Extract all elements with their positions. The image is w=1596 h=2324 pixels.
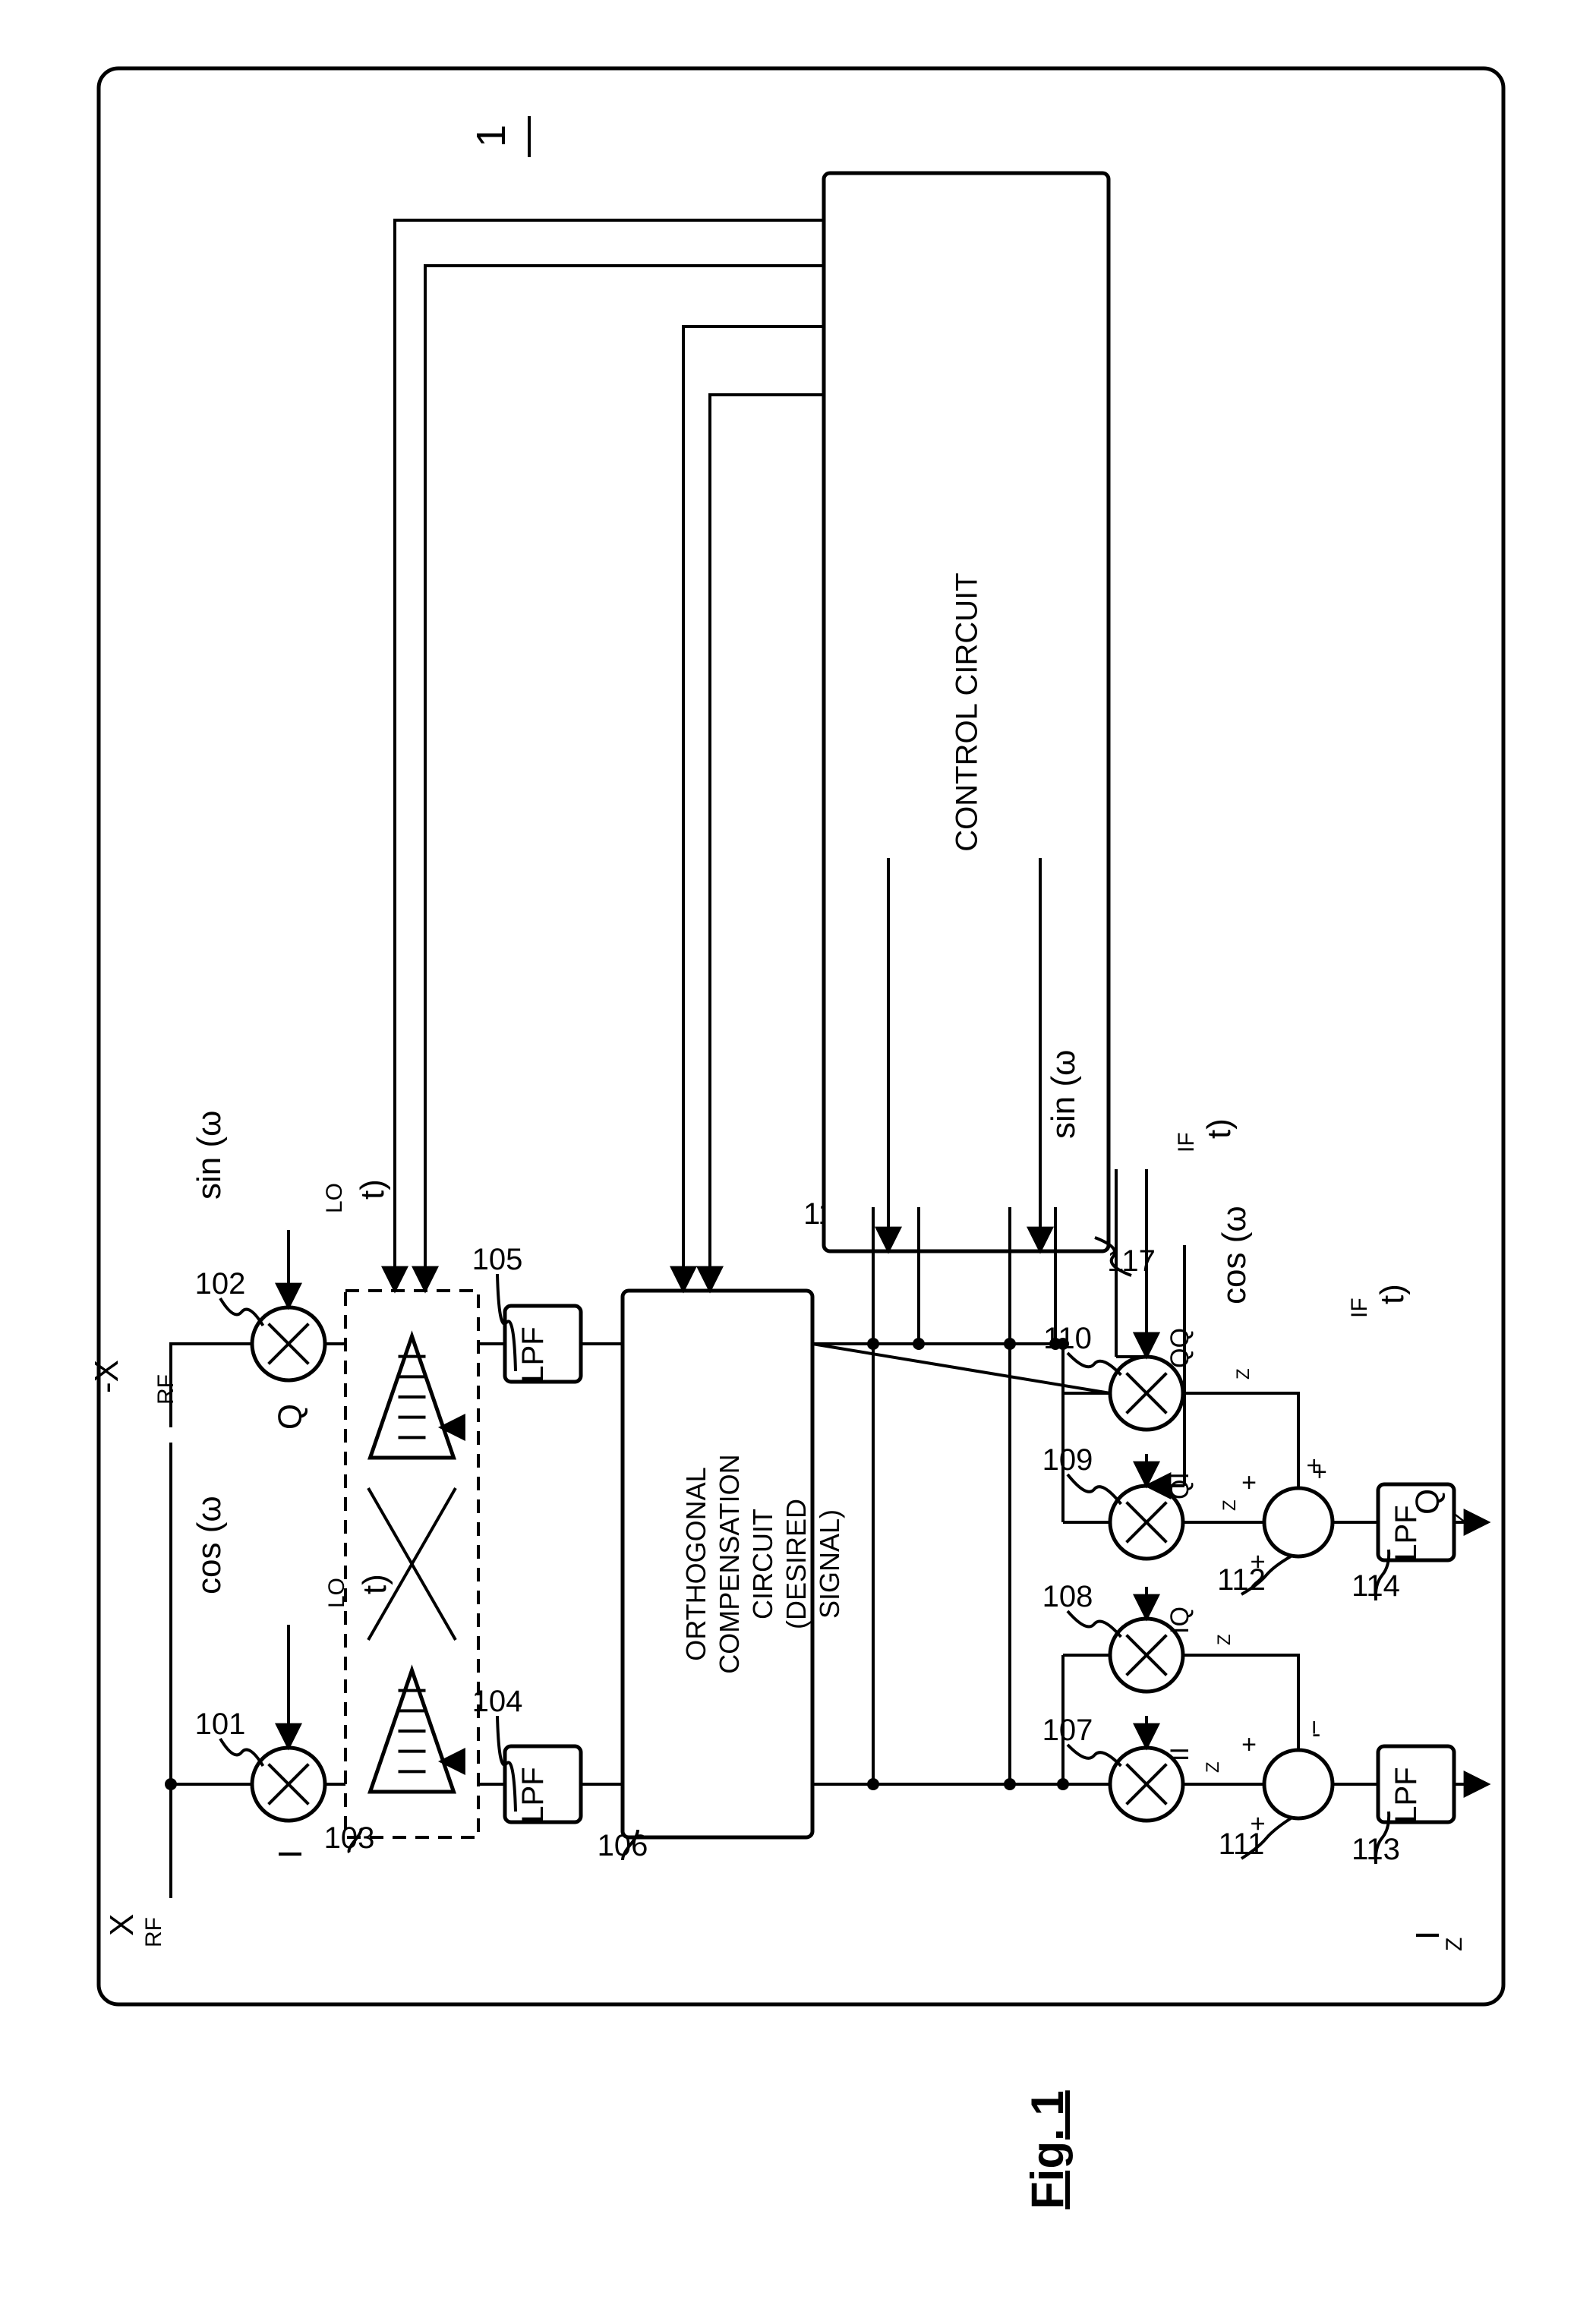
svg-text:114: 114 (1352, 1569, 1400, 1603)
svg-text:RF: RF (153, 1374, 178, 1405)
svg-text:t): t) (354, 1179, 391, 1200)
svg-text:cos (ω: cos (ω (191, 1496, 228, 1594)
svg-text:109: 109 (1042, 1443, 1093, 1477)
svg-text:IF: IF (1174, 1132, 1199, 1153)
svg-text:LPF: LPF (1389, 1767, 1423, 1822)
svg-text:X: X (103, 1914, 140, 1936)
svg-text:SIGNAL): SIGNAL) (814, 1509, 845, 1619)
svg-text:103: 103 (324, 1821, 375, 1855)
svg-text:+: + (1241, 1468, 1257, 1497)
svg-text:Fig. 1: Fig. 1 (1022, 2090, 1073, 2209)
svg-text:RF: RF (141, 1917, 166, 1947)
svg-text:CONTROL CIRCUIT: CONTROL CIRCUIT (951, 572, 984, 851)
svg-text:+: + (1244, 1816, 1273, 1831)
svg-text:−: − (1300, 1720, 1329, 1735)
svg-text:IF: IF (1347, 1298, 1372, 1318)
svg-text:117: 117 (1107, 1244, 1156, 1278)
svg-text:t): t) (1374, 1284, 1411, 1304)
svg-text:1: 1 (468, 125, 514, 147)
svg-text:105: 105 (472, 1243, 523, 1276)
svg-text:106: 106 (598, 1829, 648, 1862)
svg-text:(DESIRED: (DESIRED (781, 1499, 812, 1629)
svg-text:Z: Z (1203, 1761, 1223, 1773)
svg-text:Z: Z (1219, 1499, 1240, 1511)
svg-text:sin (ω: sin (ω (1045, 1050, 1082, 1139)
svg-text:+: + (1300, 1458, 1329, 1473)
svg-text:-X: -X (88, 1360, 125, 1393)
svg-text:Z: Z (1449, 1512, 1475, 1526)
svg-text:t): t) (356, 1574, 393, 1594)
svg-text:I: I (272, 1849, 309, 1859)
svg-text:COMPENSATION: COMPENSATION (714, 1454, 745, 1673)
svg-text:LPF: LPF (516, 1326, 550, 1382)
svg-text:II: II (1165, 1747, 1194, 1761)
svg-text:Z: Z (1233, 1368, 1254, 1380)
adder-112 (1264, 1488, 1333, 1556)
svg-text:QQ: QQ (1165, 1328, 1194, 1368)
adder-111 (1264, 1750, 1333, 1818)
svg-text:QI: QI (1165, 1472, 1194, 1499)
svg-text:LO: LO (324, 1578, 349, 1608)
svg-text:108: 108 (1042, 1580, 1093, 1613)
svg-text:LO: LO (322, 1183, 347, 1213)
svg-text:107: 107 (1042, 1714, 1093, 1747)
svg-text:113: 113 (1352, 1833, 1400, 1866)
svg-text:+: + (1244, 1554, 1273, 1569)
svg-text:Z: Z (1442, 1938, 1467, 1951)
svg-text:110: 110 (1043, 1322, 1092, 1355)
svg-text:sin (ω: sin (ω (191, 1111, 228, 1200)
svg-text:+: + (1241, 1730, 1257, 1759)
svg-text:LPF: LPF (516, 1767, 550, 1822)
svg-text:Q: Q (1409, 1489, 1446, 1515)
svg-text:Q: Q (272, 1404, 309, 1430)
svg-text:101: 101 (195, 1708, 246, 1741)
svg-text:Z: Z (1214, 1634, 1235, 1645)
svg-text:111: 111 (1219, 1827, 1265, 1861)
svg-text:ORTHOGONAL: ORTHOGONAL (680, 1467, 711, 1660)
svg-text:cos (ω: cos (ω (1216, 1206, 1253, 1304)
svg-text:t): t) (1200, 1118, 1238, 1139)
svg-text:102: 102 (195, 1267, 246, 1301)
svg-text:I: I (1409, 1931, 1446, 1940)
svg-text:IQ: IQ (1165, 1607, 1194, 1634)
svg-text:CIRCUIT: CIRCUIT (747, 1509, 778, 1619)
